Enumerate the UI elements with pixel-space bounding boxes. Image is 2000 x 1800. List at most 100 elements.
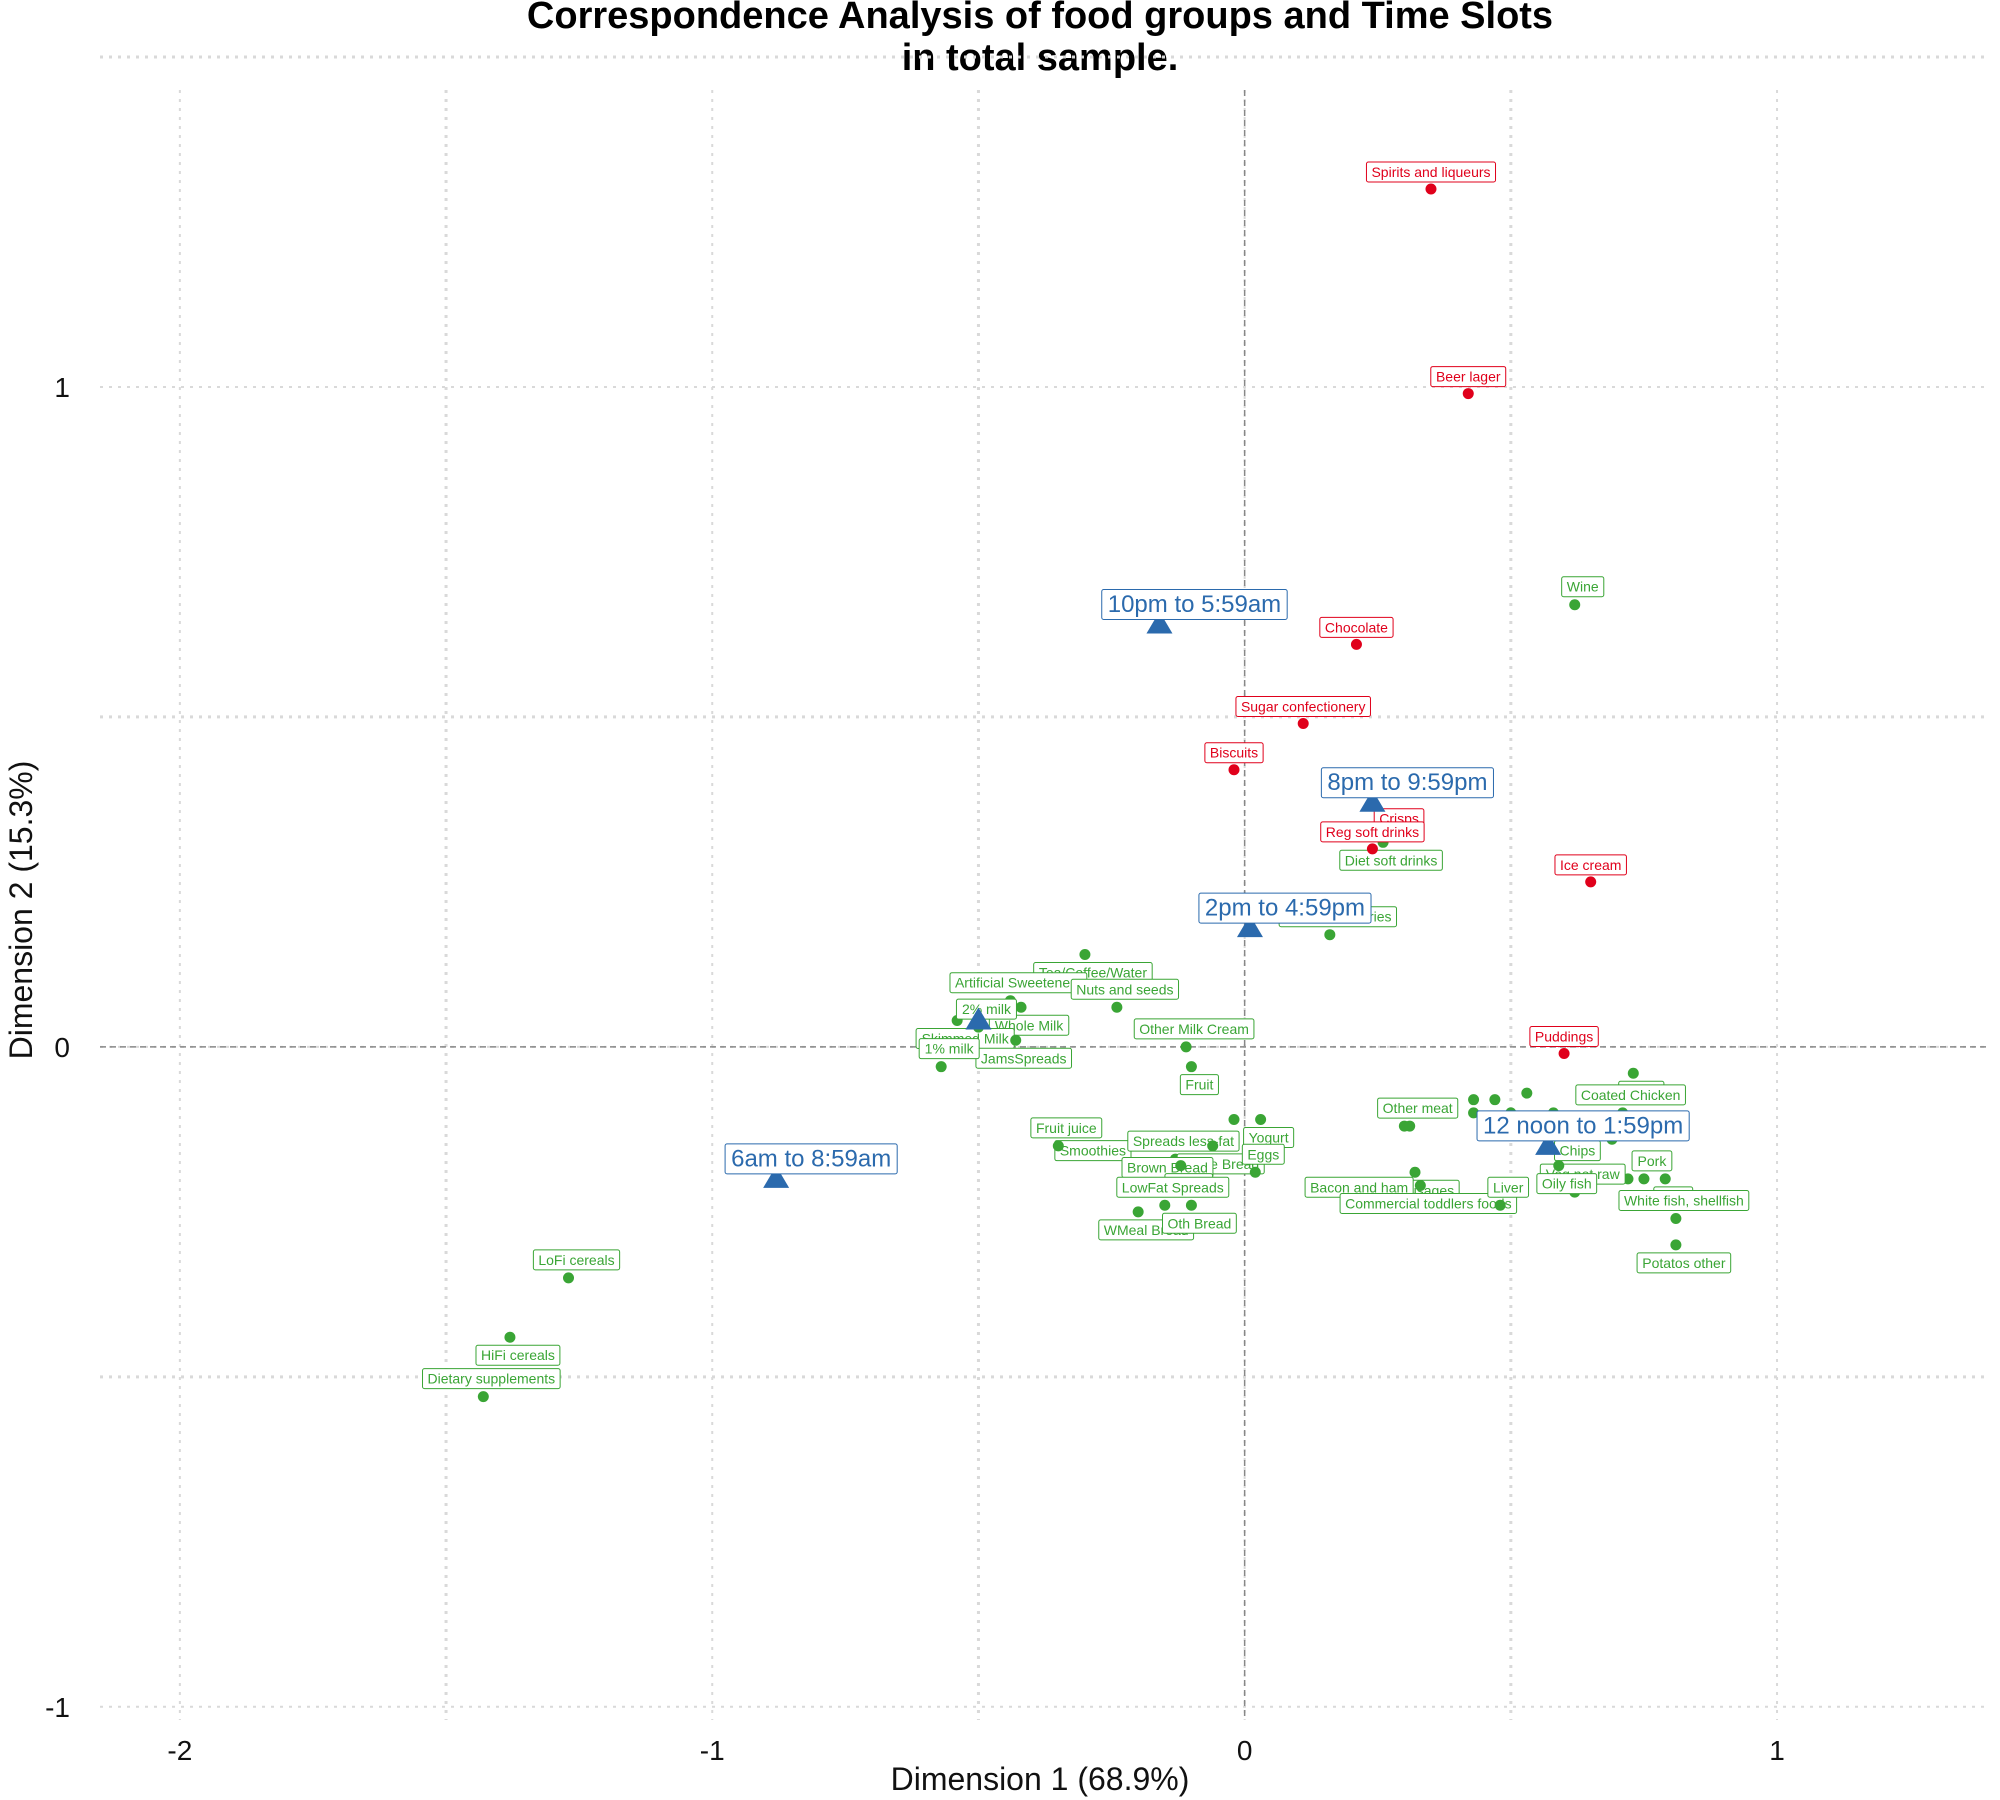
point-label: Biscuits	[1204, 742, 1264, 764]
label-text: Oily fish	[1542, 1176, 1592, 1192]
food-point-red	[1297, 718, 1309, 730]
label-box	[1529, 1025, 1599, 1047]
label-text: Artificial Sweeteners	[955, 975, 1082, 991]
y-tick-label: 0	[54, 1032, 70, 1063]
label-text: Smoothies	[1060, 1143, 1126, 1159]
x-tick-label: -2	[167, 1735, 192, 1766]
label-box	[1631, 1150, 1673, 1172]
food-point-green	[477, 1391, 489, 1403]
food-point-green	[1670, 1212, 1682, 1224]
chart-title-line-1: Correspondence Analysis of food groups a…	[527, 0, 1553, 37]
food-point-green	[1111, 1001, 1123, 1013]
food-point-green	[1489, 1094, 1501, 1106]
food-point-green	[1324, 929, 1336, 941]
point-label: HiFi cereals	[475, 1344, 561, 1366]
food-point-red	[1558, 1047, 1570, 1059]
food-point-red	[1350, 638, 1362, 650]
point-label: Spirits and liqueurs	[1365, 161, 1497, 183]
point-label: Nuts and seeds	[1070, 978, 1180, 1000]
label-box	[1365, 161, 1497, 183]
time-slot-marker	[965, 1007, 992, 1030]
food-point-green	[1015, 1001, 1027, 1013]
label-text: White fish, shellfish	[1624, 1192, 1744, 1208]
food-point-green	[1010, 1034, 1022, 1046]
label-box	[1554, 854, 1627, 876]
label-box	[1536, 1173, 1598, 1195]
point-label: 8pm to 9:59pm	[1320, 767, 1494, 799]
label-box	[1235, 696, 1371, 718]
label-text: 10pm to 5:59am	[1108, 591, 1281, 618]
food-point-green	[1494, 1199, 1506, 1211]
label-text: Sugar confectionery	[1241, 699, 1366, 715]
axis-ticks: -2 -1 0 1 -1 0 1	[45, 372, 1785, 1766]
label-box	[1339, 849, 1443, 871]
point-label: Commercial toddlers foods	[1339, 1192, 1518, 1214]
label-box	[955, 998, 1017, 1020]
label-text: Fruit juice	[1036, 1120, 1097, 1136]
label-text: Brown Bread	[1127, 1159, 1208, 1175]
label-text: Liver	[1493, 1179, 1524, 1195]
label-text: Reg soft drinks	[1326, 824, 1419, 840]
label-text: Puddings	[1535, 1028, 1593, 1044]
point-label: Wine	[1561, 576, 1605, 598]
x-tick-label: -1	[700, 1735, 725, 1766]
label-text: Spirits and liqueurs	[1371, 164, 1490, 180]
y-tick-label: -1	[45, 1692, 70, 1723]
label-text: 6am to 8:59am	[731, 1145, 891, 1172]
label-box	[1377, 1097, 1459, 1119]
food-point-green	[1659, 1173, 1671, 1185]
label-text: Dietary supplements	[428, 1371, 556, 1387]
point-label: Fruit juice	[1030, 1117, 1103, 1139]
food-point-red	[1585, 876, 1597, 888]
point-label: Sugar confectionery	[1235, 696, 1371, 718]
point-label: Yogurt	[1243, 1126, 1295, 1148]
label-box	[1241, 1143, 1285, 1165]
label-text: Commercial toddlers foods	[1345, 1195, 1512, 1211]
point-label: Other meat	[1377, 1097, 1459, 1119]
label-box	[1116, 1176, 1230, 1198]
label-box	[422, 1368, 561, 1390]
point-label: 1% milk	[918, 1038, 980, 1060]
point-label: 2% milk	[955, 998, 1017, 1020]
label-box	[1101, 589, 1288, 621]
food-point-green	[1638, 1173, 1650, 1185]
point-label: Pork	[1631, 1150, 1673, 1172]
label-text: Diet soft drinks	[1345, 852, 1438, 868]
label-text: Beer lager	[1436, 369, 1501, 385]
label-box	[724, 1143, 898, 1175]
label-text: Fruit	[1185, 1077, 1213, 1093]
label-text: 1% milk	[925, 1041, 975, 1057]
y-axis-title: Dimension 2 (15.3%)	[3, 761, 39, 1060]
food-point-red	[1228, 764, 1240, 776]
point-label: Chips	[1554, 1140, 1601, 1162]
point-label: Coated Chicken	[1575, 1084, 1686, 1106]
food-point-green	[1404, 1120, 1416, 1132]
food-point-green	[935, 1061, 947, 1073]
point-label: White fish, shellfish	[1618, 1189, 1750, 1211]
label-text: Pork	[1638, 1153, 1668, 1169]
food-point-green	[1409, 1166, 1421, 1178]
food-point-green	[1255, 1113, 1267, 1125]
point-label: Beer lager	[1430, 366, 1507, 388]
y-tick-label: 1	[54, 372, 70, 403]
food-point-green	[1079, 948, 1091, 960]
label-text: LoFi cereals	[538, 1252, 614, 1268]
food-point-green	[504, 1331, 516, 1343]
food-point-green	[1670, 1239, 1682, 1251]
food-point-green	[1468, 1094, 1480, 1106]
food-point-green	[1553, 1160, 1565, 1172]
food-point-green	[1414, 1179, 1426, 1191]
food-point-green	[1159, 1199, 1171, 1211]
label-box	[1319, 616, 1394, 638]
label-text: Wine	[1567, 579, 1599, 595]
label-text: LowFat Spreads	[1122, 1179, 1224, 1195]
point-label: Bacon and ham	[1304, 1176, 1414, 1198]
label-box	[1339, 1192, 1518, 1214]
label-text: Chocolate	[1325, 619, 1388, 635]
label-text: 12 noon to 1:59pm	[1483, 1112, 1683, 1139]
point-label: Smoothies	[1054, 1140, 1132, 1162]
point-label: Oily fish	[1536, 1173, 1598, 1195]
point-label: Other Milk Cream	[1133, 1018, 1255, 1040]
label-box	[1161, 1212, 1237, 1234]
